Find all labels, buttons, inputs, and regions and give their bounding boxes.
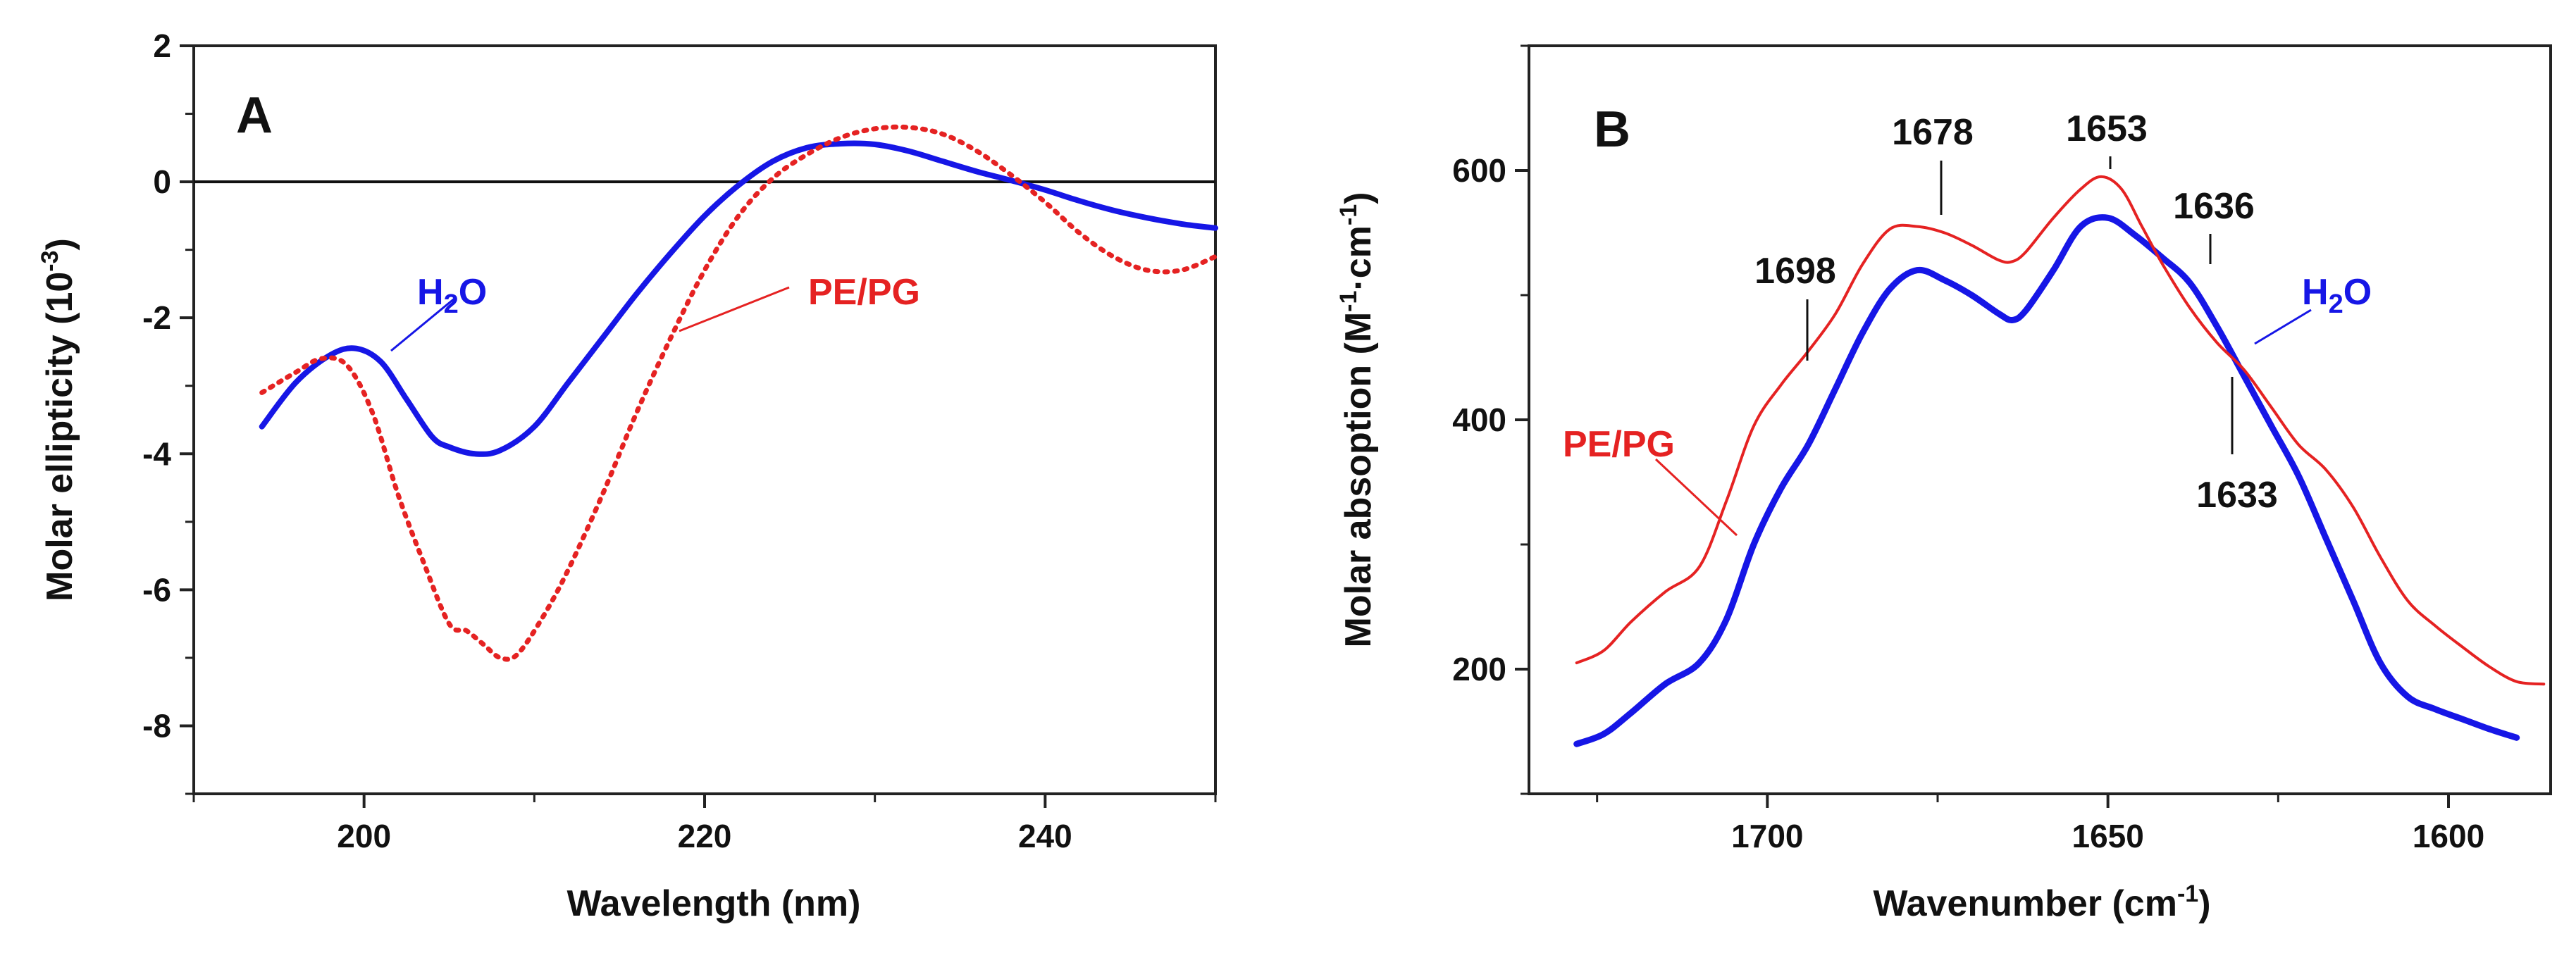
h2o-legend-label: H2O [2302, 272, 2372, 319]
panel-a-label: A [236, 87, 273, 144]
x-tick-label: 1700 [1731, 818, 1803, 854]
x-tick-label: 1650 [2072, 818, 2143, 854]
pe-pg-legend-label: PE/PG [1563, 424, 1675, 465]
peak-annotation-1633: 1633 [2196, 377, 2278, 516]
series-h2o-line [1573, 214, 2520, 747]
h2o-label-sub: 2 [2329, 289, 2343, 319]
peak-label-1636: 1636 [2173, 186, 2255, 227]
y-tick-label: -2 [142, 299, 171, 336]
peak-label-1678: 1678 [1892, 112, 1974, 153]
panel-b-y-label-sup1: -1 [1335, 291, 1362, 312]
h2o-label-tail: O [459, 272, 487, 313]
h2o-label-main: H [2302, 272, 2329, 313]
panel-b-y-label-sup2: -1 [1335, 204, 1362, 225]
panel-a-y-label-main: Molar ellipticity (10 [39, 272, 80, 602]
pe-pg-leader-line [1654, 458, 1738, 537]
panel-b-y-axis-label: Molar absoption (M-1·cm-1) [1335, 192, 1379, 648]
peak-annotation-1678: 1678 [1892, 112, 1974, 215]
peak-label-1653: 1653 [2066, 108, 2148, 149]
peak-label-1698: 1698 [1754, 251, 1836, 292]
h2o-leader-line [390, 297, 456, 352]
h2o-label-sub: 2 [444, 289, 459, 319]
y-tick-label: 600 [1452, 152, 1506, 189]
panel-a-y-label-sup: -3 [37, 250, 63, 271]
x-tick-label: 240 [1018, 818, 1072, 854]
x-tick-label: 200 [337, 818, 391, 854]
panel-b-x-label-main: Wavenumber (cm [1873, 883, 2177, 924]
pe-pg-leader-line [679, 286, 790, 332]
peak-annotation-1636: 1636 [2173, 186, 2255, 264]
peak-label-1633: 1633 [2196, 475, 2278, 516]
panel-b-y-label-close: ) [1338, 192, 1379, 204]
y-tick-label: 400 [1452, 401, 1506, 438]
panel-b-frame [1528, 44, 2552, 795]
panel-b-y-label-main: Molar absoption (M [1338, 312, 1379, 648]
series-pe-pg-line [259, 124, 1218, 662]
y-tick-label: -8 [142, 707, 171, 744]
panel-b-x-label-sup: -1 [2177, 880, 2198, 907]
peak-annotation-1698: 1698 [1754, 251, 1836, 361]
peak-annotation-1653: 1653 [2066, 108, 2148, 169]
panel-b-x-label-close: ) [2198, 883, 2210, 924]
panel-a-frame [192, 44, 1217, 795]
panel-a-y-axis-label: Molar ellipticity (10-3) [37, 238, 80, 602]
panel-a-x-axis-label: Wavelength (nm) [567, 883, 861, 924]
series-h2o-line [259, 140, 1218, 457]
pe-pg-legend-label: PE/PG [808, 272, 920, 313]
series-pe-pg-line [1575, 175, 2546, 686]
y-tick-label: 200 [1452, 651, 1506, 687]
y-tick-label: 2 [153, 27, 171, 64]
h2o-label-main: H [417, 272, 444, 313]
panel-b-x-axis-label: Wavenumber (cm-1) [1873, 880, 2210, 924]
h2o-legend-label: H2O [417, 272, 487, 319]
panel-a: 20-2-4-6-8 200 220 240 A H2O PE/PG Wavelen… [37, 27, 1218, 924]
panel-b-y-label-mid: ·cm [1338, 225, 1379, 290]
h2o-label-tail: O [2343, 272, 2372, 313]
y-tick-label: -4 [142, 435, 171, 472]
panel-a-y-label-close: ) [39, 238, 80, 250]
h2o-leader-line [2254, 309, 2312, 345]
y-tick-label: 0 [153, 163, 171, 200]
panel-b-label: B [1594, 101, 1630, 158]
x-tick-label: 220 [678, 818, 732, 854]
x-tick-label: 1600 [2413, 818, 2484, 854]
y-tick-label: -6 [142, 571, 171, 608]
